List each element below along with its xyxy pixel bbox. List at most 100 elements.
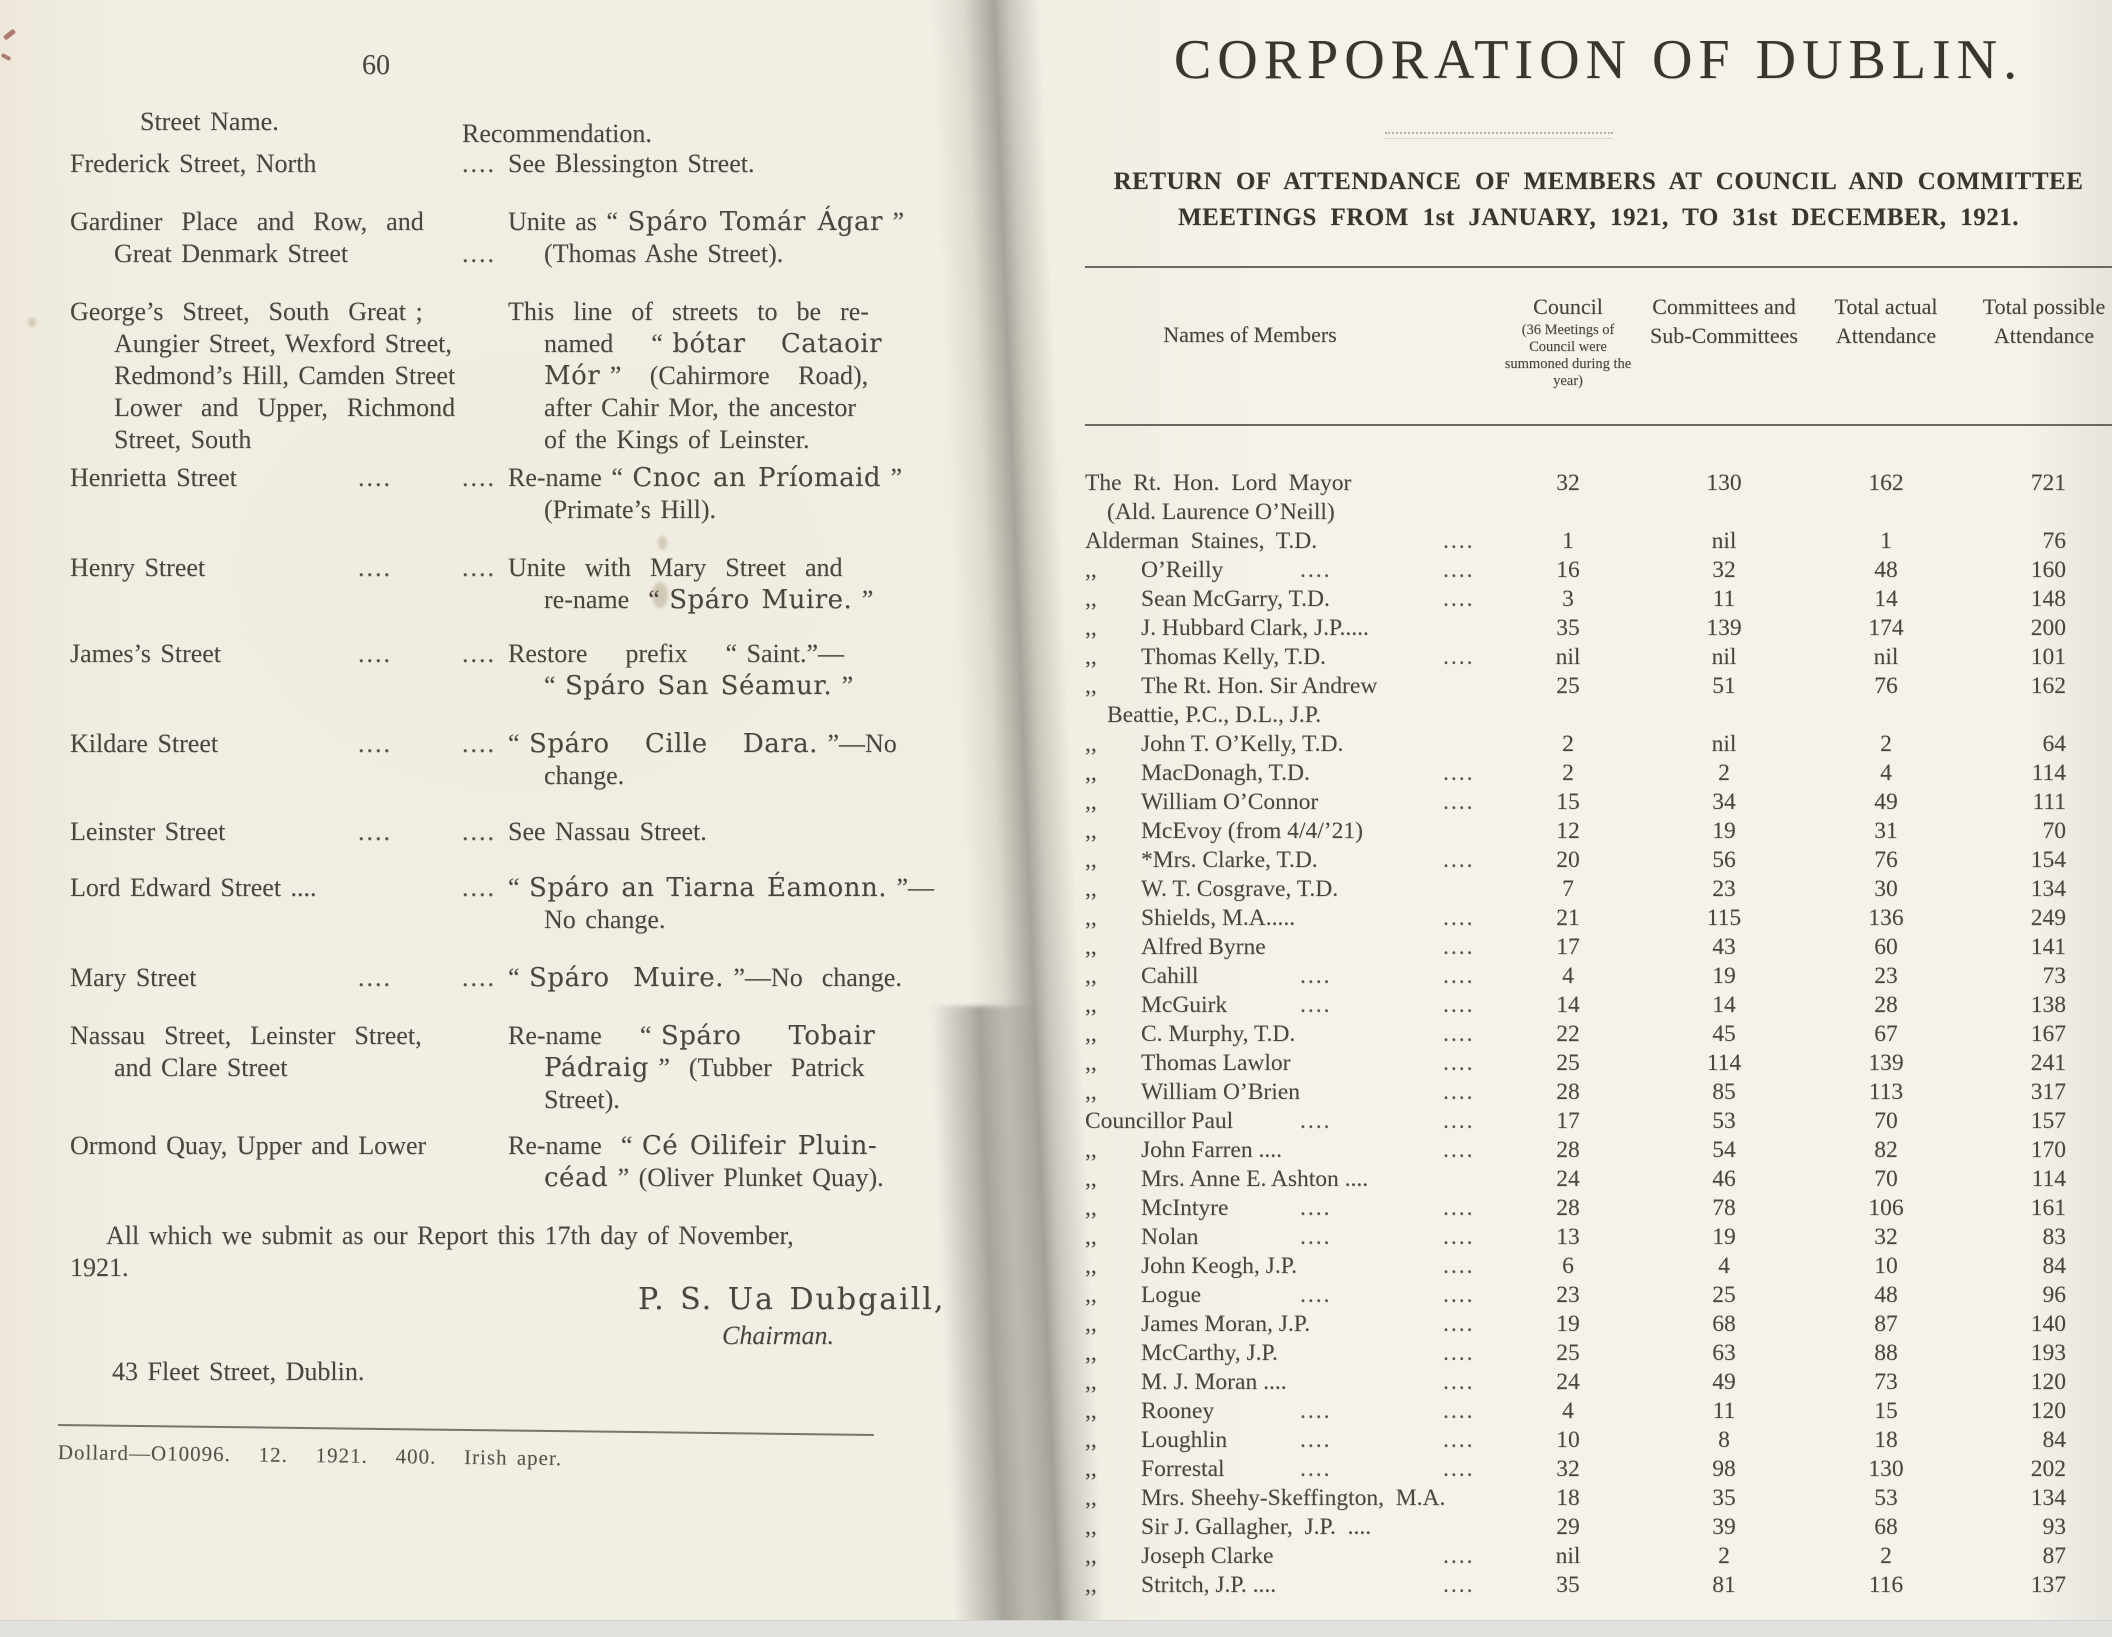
member-name-cell: ,, Rooney........ bbox=[1085, 1398, 1505, 1425]
member-name: Thomas Kelly, T.D. bbox=[1141, 644, 1326, 670]
leader-dots: .... bbox=[1300, 963, 1332, 989]
leader-dots: .... bbox=[462, 639, 496, 668]
total-actual-cell: 48 bbox=[1874, 1282, 1898, 1308]
street-name: Henry Street bbox=[70, 553, 206, 582]
member-name: John Farren .... bbox=[1141, 1137, 1282, 1163]
member-name-cell: ,, McEvoy (from 4/4/’21) bbox=[1085, 818, 1505, 845]
table-header-rule bbox=[1085, 424, 2112, 426]
table-row: ,, Alfred Byrne.... 17 43 60 141 bbox=[1085, 934, 2112, 963]
street-name: Nassau Street, Leinster Street, bbox=[70, 1021, 422, 1050]
total-actual-cell: 174 bbox=[1868, 615, 1904, 641]
table-row: ,, John T. O’Kelly, T.D. 2 nil 2 64 bbox=[1085, 731, 2112, 760]
total-actual-cell: 106 bbox=[1868, 1195, 1904, 1221]
table-row: ,, M. J. Moran ........ 24 49 73 120 bbox=[1085, 1369, 2112, 1398]
ditto-mark: ,, bbox=[1085, 1050, 1097, 1076]
total-actual-cell: 139 bbox=[1868, 1050, 1904, 1076]
total-possible-cell: 111 bbox=[2032, 789, 2066, 815]
council-meetings-cell: 24 bbox=[1556, 1166, 1580, 1192]
recommendation-text: Re-name “ Spáro Tobair bbox=[508, 1020, 875, 1052]
member-name: John Keogh, J.P. bbox=[1141, 1253, 1298, 1279]
member-name: Cahill bbox=[1141, 963, 1199, 989]
leader-dots: .... bbox=[1443, 789, 1475, 815]
street-name: Lord Edward Street .... bbox=[70, 873, 317, 902]
recommendation-segment: re-name “ bbox=[544, 585, 670, 614]
street-name: Ormond Quay, Upper and Lower bbox=[70, 1131, 427, 1160]
total-actual-cell: 4 bbox=[1880, 760, 1892, 786]
leader-dots: .... bbox=[358, 639, 392, 668]
council-meetings-cell: 10 bbox=[1556, 1427, 1580, 1453]
total-possible-cell: 170 bbox=[2030, 1137, 2066, 1163]
member-name: Loughlin bbox=[1141, 1427, 1228, 1453]
table-row: ,, Cahill........ 4 19 23 73 bbox=[1085, 963, 2112, 992]
street-name: Kildare Street bbox=[70, 729, 219, 758]
total-possible-cell: 101 bbox=[2030, 644, 2066, 670]
member-name-cell: ,, Forrestal........ bbox=[1085, 1456, 1505, 1483]
recommendation-segment: Unite as “ bbox=[508, 207, 628, 236]
member-name-cell: ,, McCarthy, J.P..... bbox=[1085, 1340, 1505, 1367]
total-actual-cell: 48 bbox=[1874, 557, 1898, 583]
leader-dots: .... bbox=[1300, 557, 1332, 583]
table-row: Beattie, P.C., D.L., J.P. bbox=[1085, 702, 2112, 731]
total-possible-cell: 154 bbox=[2030, 847, 2066, 873]
recommendation-segment: (Primate’s Hill). bbox=[544, 495, 716, 524]
ditto-mark: ,, bbox=[1085, 557, 1097, 583]
leader-dots: .... bbox=[1443, 1340, 1475, 1366]
street-name: Lower and Upper, Richmond bbox=[114, 393, 456, 422]
leader-dots: .... bbox=[1443, 760, 1475, 786]
recommendation-text: See Blessington Street. bbox=[508, 148, 754, 180]
leader-dots: .... bbox=[1443, 644, 1475, 670]
ditto-mark: ,, bbox=[1085, 1456, 1097, 1482]
total-possible-cell: 140 bbox=[2030, 1311, 2066, 1337]
total-possible-cell: 134 bbox=[2030, 876, 2066, 902]
ditto-mark: ,, bbox=[1085, 876, 1097, 902]
leader-dots: .... bbox=[358, 729, 392, 758]
council-meetings-cell: 17 bbox=[1556, 934, 1580, 960]
table-row: ,, Sir J. Gallagher, J.P. .... 29 39 68 93 bbox=[1085, 1514, 2112, 1543]
committees-cell: 14 bbox=[1712, 992, 1736, 1018]
recommendation-segment: ” bbox=[852, 585, 874, 614]
header-council-note: (36 Meetings of Council were summoned du… bbox=[1504, 322, 1632, 389]
member-name: McIntyre bbox=[1141, 1195, 1229, 1221]
leader-dots: .... bbox=[358, 817, 392, 846]
member-name-cell: ,, Sir J. Gallagher, J.P. .... bbox=[1085, 1514, 1505, 1541]
street-name: Frederick Street, North bbox=[70, 149, 317, 178]
table-row: ,, Logue........ 23 25 48 96 bbox=[1085, 1282, 2112, 1311]
table-row: ,, Stritch, J.P. ........ 35 81 116 137 bbox=[1085, 1572, 2112, 1601]
street-name: James’s Street bbox=[70, 639, 222, 668]
ditto-mark: ,, bbox=[1085, 760, 1097, 786]
closing-line: All which we submit as our Report this 1… bbox=[106, 1221, 794, 1250]
table-row: ,, Thomas Kelly, T.D..... nil nil nil 101 bbox=[1085, 644, 2112, 673]
total-possible-cell: 249 bbox=[2030, 905, 2066, 931]
recommendation-segment: Street). bbox=[544, 1085, 620, 1114]
recommendation-text: named “ bótar Cataoir bbox=[544, 328, 882, 360]
total-possible-cell: 114 bbox=[2031, 1166, 2066, 1192]
ditto-mark: ,, bbox=[1085, 1514, 1097, 1540]
committees-cell: 114 bbox=[1706, 1050, 1742, 1076]
recommendation-text: No change. bbox=[544, 904, 665, 936]
address: 43 Fleet Street, Dublin. bbox=[112, 1357, 365, 1386]
committees-cell: 11 bbox=[1712, 586, 1736, 612]
table-row: Councillor Paul........ 17 53 70 157 bbox=[1085, 1108, 2112, 1137]
recommendation-segment: ”—No change. bbox=[723, 963, 902, 992]
column-header-street-name: Street Name. bbox=[140, 107, 279, 136]
total-possible-cell: 70 bbox=[2042, 818, 2067, 844]
committees-cell: 4 bbox=[1718, 1253, 1730, 1279]
book-gutter-shadow bbox=[930, 0, 1106, 1636]
table-row: ,, Sean McGarry, T.D..... 3 11 14 148 bbox=[1085, 586, 2112, 615]
council-meetings-cell: 6 bbox=[1562, 1253, 1574, 1279]
total-actual-cell: 130 bbox=[1868, 1456, 1904, 1482]
paper-speck bbox=[28, 318, 36, 327]
recommendation-text: “ Spáro Muire. ”—No change. bbox=[508, 962, 902, 994]
street-name: Aungier Street, Wexford Street, bbox=[114, 329, 452, 358]
member-name-cell: ,, Alfred Byrne.... bbox=[1085, 934, 1505, 961]
member-name-cell: ,, O’Reilly........ bbox=[1085, 557, 1505, 584]
total-actual-cell: 10 bbox=[1874, 1253, 1898, 1279]
total-actual-cell: 162 bbox=[1868, 470, 1904, 496]
recommendation-segment: of the Kings of Leinster. bbox=[544, 425, 810, 454]
member-name: James Moran, J.P. bbox=[1141, 1311, 1311, 1337]
total-possible-cell: 157 bbox=[2030, 1108, 2066, 1134]
ditto-mark: ,, bbox=[1085, 586, 1097, 612]
street-name: Street, South bbox=[114, 425, 252, 454]
gaelic-name: Spáro Muire. bbox=[669, 585, 853, 615]
committees-cell: 19 bbox=[1712, 818, 1736, 844]
